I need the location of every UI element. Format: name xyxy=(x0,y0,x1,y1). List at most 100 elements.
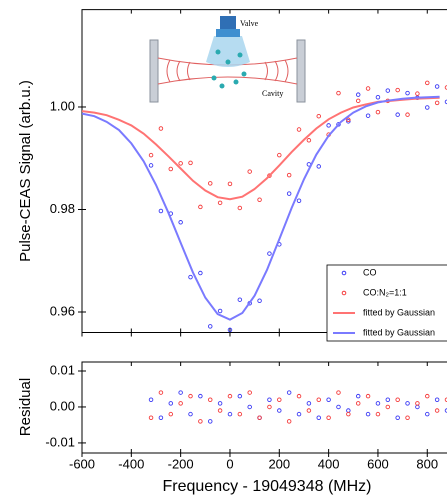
mirror xyxy=(296,39,306,103)
x-tick-label: -400 xyxy=(118,456,144,471)
data-point xyxy=(217,200,223,206)
data-point xyxy=(355,98,361,104)
data-point xyxy=(168,401,174,406)
data-point xyxy=(336,122,341,127)
data-point xyxy=(395,87,400,93)
data-point xyxy=(355,92,361,97)
data-point xyxy=(425,80,430,86)
data-point xyxy=(237,205,243,211)
data-point xyxy=(158,208,164,214)
data-point xyxy=(395,112,400,117)
fit-line xyxy=(82,95,440,321)
data-point xyxy=(227,411,233,417)
data-point xyxy=(227,393,233,399)
data-point xyxy=(148,163,154,168)
legend-marker xyxy=(341,290,347,296)
data-point xyxy=(434,100,440,106)
data-point xyxy=(267,251,272,256)
data-point xyxy=(316,415,322,421)
data-point xyxy=(247,404,252,410)
data-point xyxy=(207,324,213,329)
data-point xyxy=(405,90,410,96)
data-point xyxy=(207,181,213,186)
data-point xyxy=(395,415,400,421)
data-point xyxy=(415,401,420,406)
data-point xyxy=(336,90,341,96)
data-point xyxy=(257,197,262,203)
data-point xyxy=(168,411,174,417)
data-point xyxy=(296,393,302,399)
data-point xyxy=(444,85,447,90)
data-point xyxy=(277,152,282,158)
x-tick-label: 200 xyxy=(268,456,290,471)
data-point xyxy=(178,390,183,395)
y-axis-title: Residual xyxy=(17,378,34,436)
data-point xyxy=(188,393,193,399)
data-point xyxy=(227,327,233,333)
data-point xyxy=(346,411,351,417)
data-point xyxy=(217,408,223,413)
data-point xyxy=(444,408,447,413)
data-point xyxy=(148,152,154,158)
data-point xyxy=(385,404,391,410)
x-tick-label: 600 xyxy=(367,456,389,471)
data-point xyxy=(405,415,410,421)
data-point xyxy=(267,404,272,410)
x-tick-label: 400 xyxy=(318,456,340,471)
data-point xyxy=(168,166,174,172)
y-axis-title: Pulse-CEAS Signal (arb.u.) xyxy=(17,80,34,262)
data-point xyxy=(444,99,447,105)
data-point xyxy=(425,411,430,417)
data-point xyxy=(237,393,243,399)
data-point xyxy=(158,390,164,395)
data-point xyxy=(434,408,440,413)
data-point xyxy=(375,401,381,406)
data-point xyxy=(355,401,361,406)
data-point xyxy=(286,191,292,196)
data-point xyxy=(277,397,282,403)
y-tick-label: -0.01 xyxy=(45,434,75,449)
y-tick-label: 0.01 xyxy=(50,362,75,377)
data-point xyxy=(178,401,183,406)
data-point xyxy=(306,401,312,406)
plot-area xyxy=(148,390,447,424)
legend-label: fitted by Gaussian xyxy=(363,307,435,317)
data-point xyxy=(296,198,302,204)
y-tick-label: 0.96 xyxy=(50,303,75,318)
data-point xyxy=(306,138,312,143)
data-point xyxy=(296,127,302,132)
data-point xyxy=(425,105,430,110)
valve-nozzle xyxy=(216,29,240,37)
data-point xyxy=(198,270,203,276)
x-tick-label: 800 xyxy=(416,456,438,471)
data-point xyxy=(375,109,381,115)
data-point xyxy=(178,220,183,225)
data-point xyxy=(296,411,302,417)
axis-frame xyxy=(81,9,447,333)
data-point xyxy=(247,390,252,395)
data-point xyxy=(316,397,322,403)
y-tick-label: 0.00 xyxy=(50,398,75,413)
data-point xyxy=(434,397,440,403)
jet xyxy=(206,36,250,67)
data-point xyxy=(365,393,371,399)
data-point xyxy=(385,397,391,403)
inset-label: Valve xyxy=(240,19,259,28)
data-point xyxy=(365,113,371,118)
data-point xyxy=(158,415,164,421)
data-point xyxy=(405,401,410,406)
data-point xyxy=(148,415,154,421)
data-point xyxy=(316,164,322,169)
data-point xyxy=(434,84,440,89)
data-point xyxy=(415,91,420,96)
data-point xyxy=(198,204,203,210)
y-tick-label: 1.00 xyxy=(50,98,75,113)
data-point xyxy=(346,119,351,124)
x-tick-label: -600 xyxy=(69,456,95,471)
plot-area xyxy=(82,80,447,333)
data-point xyxy=(326,415,331,421)
data-point xyxy=(188,160,193,166)
data-point xyxy=(148,397,154,403)
data-point xyxy=(178,161,183,166)
x-axis-title: Frequency - 19049348 (MHz) xyxy=(163,478,372,495)
